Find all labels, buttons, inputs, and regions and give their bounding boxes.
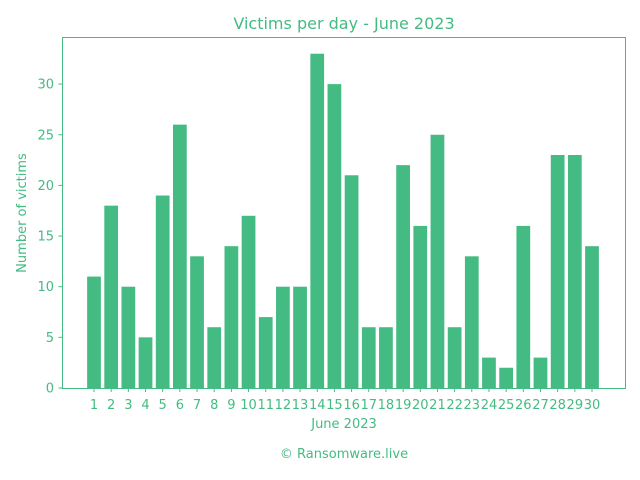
x-tick-label: 7 (193, 398, 201, 413)
bar-day-21 (430, 134, 445, 388)
bar-day-1 (87, 276, 101, 388)
bar-day-29 (567, 155, 582, 388)
bar-day-24 (482, 357, 496, 388)
x-tick-label: 26 (515, 398, 532, 413)
x-tick-label: 19 (395, 398, 412, 413)
bar-day-26 (516, 225, 531, 388)
x-tick-label: 22 (446, 398, 463, 413)
y-tick-label: 0 (46, 382, 54, 397)
bar-day-10 (241, 215, 256, 388)
x-tick-label: 5 (159, 398, 167, 413)
bar-day-9 (224, 246, 239, 388)
bar-day-3 (121, 286, 136, 388)
bar-day-11 (258, 317, 273, 388)
bar-day-16 (344, 175, 359, 388)
bar-day-22 (447, 327, 462, 388)
x-tick-label: 4 (141, 398, 149, 413)
bar-day-20 (413, 225, 428, 388)
plot-frame (62, 37, 626, 389)
x-tick-label: 16 (343, 398, 360, 413)
footer-credit: © Ransomware.live (280, 447, 408, 462)
bar-day-28 (550, 155, 565, 388)
bar-day-8 (207, 327, 222, 388)
y-axis: 0 5 10 15 20 25 30 (37, 78, 63, 397)
x-tick-label: 2 (107, 398, 115, 413)
y-tick-label: 15 (37, 230, 54, 245)
x-tick-label: 29 (567, 398, 584, 413)
x-tick-label: 6 (176, 398, 184, 413)
y-tick-label: 30 (37, 78, 54, 93)
bar-day-6 (172, 124, 187, 389)
x-tick-label: 13 (292, 398, 309, 413)
bar-day-27 (533, 357, 548, 388)
x-tick-label: 20 (412, 398, 429, 413)
chart-title: Victims per day - June 2023 (233, 14, 454, 33)
bar-day-23 (464, 256, 479, 388)
x-tick-label: 15 (326, 398, 343, 413)
x-tick-label: 14 (309, 398, 326, 413)
bar-day-30 (585, 246, 599, 388)
bar-day-5 (155, 195, 170, 388)
x-axis-label: June 2023 (310, 417, 377, 432)
x-tick-label: 12 (275, 398, 292, 413)
bar-day-14 (310, 53, 325, 389)
y-tick-label: 10 (37, 280, 54, 295)
x-tick-label: 1 (90, 398, 98, 413)
y-axis-label: Number of victims (15, 153, 30, 273)
y-tick-label: 25 (37, 128, 54, 143)
bar-day-4 (138, 337, 153, 388)
bar-day-13 (293, 286, 307, 388)
y-tick-label: 5 (46, 331, 54, 346)
x-tick-label: 17 (360, 398, 377, 413)
x-tick-label: 11 (257, 398, 274, 413)
x-tick-label: 21 (429, 398, 446, 413)
x-tick-label: 10 (240, 398, 257, 413)
bar-day-7 (190, 256, 204, 388)
x-tick-label: 25 (498, 398, 515, 413)
x-tick-label: 9 (227, 398, 235, 413)
x-tick-label: 30 (584, 398, 601, 413)
bar-day-17 (361, 327, 376, 388)
bar-day-2 (104, 205, 119, 388)
bar-day-25 (499, 367, 514, 388)
bar-day-12 (276, 286, 290, 388)
x-tick-label: 27 (532, 398, 549, 413)
bar-day-18 (379, 327, 393, 388)
x-tick-label: 3 (124, 398, 132, 413)
x-tick-label: 18 (378, 398, 395, 413)
y-tick-label: 20 (37, 179, 54, 194)
x-axis: 1 2 3 4 5 6 7 8 9 10 11 12 13 14 15 16 17 18 19 20 21 22 23 24 2… (90, 388, 601, 413)
bar-day-19 (396, 165, 410, 388)
x-tick-label: 8 (210, 398, 218, 413)
x-tick-label: 24 (481, 398, 498, 413)
x-tick-label: 23 (464, 398, 481, 413)
x-tick-label: 28 (549, 398, 566, 413)
bars-group (87, 53, 599, 389)
bar-day-15 (327, 84, 342, 388)
